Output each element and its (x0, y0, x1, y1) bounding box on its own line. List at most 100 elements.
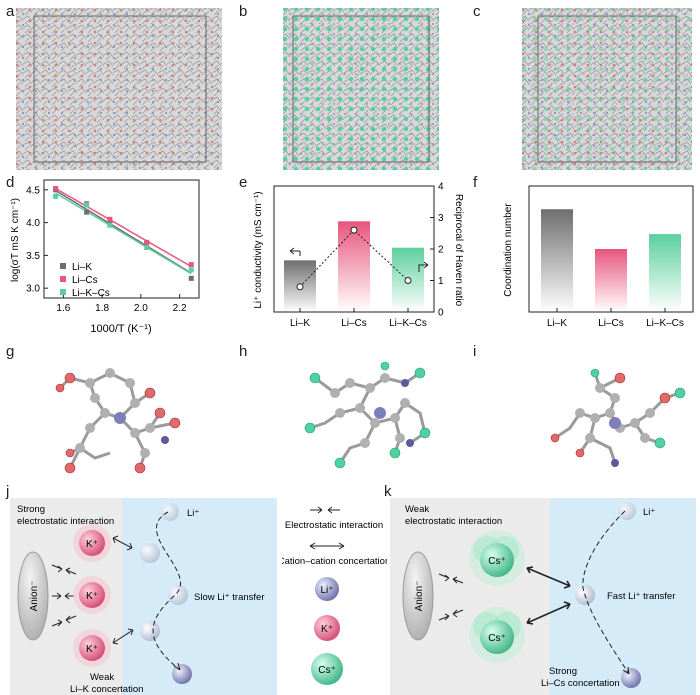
x-tick-label: 2.0 (134, 303, 148, 314)
category-label: Li–K (290, 318, 310, 329)
schematic-k: Weak electrostatic interaction Anion⁻ Cs… (390, 498, 696, 695)
y-tick-label: 3.0 (26, 284, 40, 295)
legend-label: Li–K–Cs (72, 288, 110, 299)
k-title-line1: Weak (405, 504, 429, 515)
legend-cation: Cation–cation concertation (282, 556, 387, 567)
y-axis-label: log(σT mS K cm⁻¹) (10, 198, 21, 282)
chart-e: 0 1 2 3 4 Li–K Li–Cs Li–K–Cs Li⁺ conductivity … (253, 182, 464, 330)
solvation-structure-g (55, 368, 181, 474)
y-tick-label: 4.5 (26, 185, 40, 196)
li-label: Li⁺ (643, 507, 655, 518)
anion-label: Anion⁻ (29, 581, 40, 612)
x-tick-label: 2.2 (173, 303, 187, 314)
k-bottom-line2: Li–Cs concertation (541, 678, 620, 689)
data-point (144, 245, 150, 251)
haven-point (350, 226, 358, 234)
panel-label-d: d (6, 174, 15, 191)
plot-frame (43, 179, 200, 299)
md-snapshot-b (283, 8, 439, 170)
li-legend-ball (315, 577, 339, 601)
haven-point (296, 283, 304, 291)
k-transfer-text: Fast Li⁺ transfer (607, 591, 675, 602)
chart-d: 1.6 1.8 2.0 2.2 3.0 3.5 4.0 4.5 Li–K Li–Cs Li–K–C… (10, 179, 200, 335)
fit-line (55, 189, 192, 274)
cs-ion-group (469, 530, 525, 663)
data-point (84, 209, 90, 215)
k-ion-group (73, 524, 111, 667)
data-point (188, 267, 194, 273)
li-atom (114, 412, 126, 424)
panel-label-g: g (6, 343, 15, 360)
solvation-structure-i (550, 368, 686, 467)
data-point (107, 216, 113, 222)
li-ion (621, 668, 641, 688)
category-label: Li–K–Cs (389, 318, 427, 329)
panel-label-b: b (239, 3, 248, 20)
left-axis-arrow (289, 247, 301, 256)
j-bottom-line1: Weak (90, 672, 114, 683)
k-ion-label: K⁺ (86, 539, 98, 550)
k-bottom-line1: Strong (549, 666, 577, 677)
legend-swatch (60, 263, 66, 269)
data-point (53, 193, 59, 199)
haven-point (404, 277, 412, 284)
chart-f: Li–K Li–Cs Li–K–Cs Coordination number (503, 185, 694, 329)
solvation-structure-h (304, 361, 431, 469)
fit-line (55, 192, 192, 275)
y2-tick-label: 0 (438, 308, 444, 319)
panel-label-c: c (473, 3, 481, 20)
bar (595, 249, 627, 312)
k-legend-ball (314, 615, 340, 641)
x-tick-label: 1.6 (56, 303, 70, 314)
j-title-line2: electrostatic interaction (17, 516, 114, 527)
category-label: Li–K–Cs (646, 318, 684, 329)
data-point (144, 239, 150, 245)
category-label: Li–Cs (598, 318, 624, 329)
anion-label: Anion⁻ (414, 581, 425, 612)
li-label: Li⁺ (187, 508, 199, 519)
y-axis-label: Li⁺ conductivity (mS cm⁻¹) (253, 191, 264, 308)
md-snapshot-a (16, 8, 222, 170)
legend-swatch (60, 289, 66, 295)
x-axis-label: 1000/T (K⁻¹) (90, 323, 151, 335)
panel-label-h: h (239, 343, 248, 360)
fit-line (55, 187, 192, 268)
electrostatic-icon (310, 506, 340, 514)
cs-legend-ball (311, 653, 343, 685)
anion (402, 551, 434, 641)
legend-swatch (60, 276, 66, 282)
x-tick-label: 1.8 (95, 303, 109, 314)
schematic-j: Strong electrostatic interaction Anion⁻ … (10, 498, 277, 695)
y2-tick-label: 4 (438, 182, 444, 193)
category-label: Li–Cs (341, 318, 367, 329)
concertation-icon (309, 542, 345, 550)
y-tick-label: 3.5 (26, 251, 40, 262)
y2-tick-label: 2 (438, 245, 444, 256)
y-axis-label: Coordination number (503, 203, 514, 297)
legend-li: Li⁺ (320, 585, 333, 596)
bar (338, 221, 370, 312)
j-title-line1: Strong (17, 504, 45, 515)
y2-tick-label: 1 (438, 276, 444, 287)
bar (541, 209, 573, 312)
cs-ion-label: Cs⁺ (488, 556, 506, 567)
j-bottom-line2: Li–K concertation (70, 684, 143, 695)
anion (17, 551, 49, 641)
data-point (188, 262, 194, 268)
md-snapshot-c (522, 8, 692, 170)
legend-k: K⁺ (321, 624, 333, 635)
li-ion (172, 664, 192, 684)
y-tick-label: 4.0 (26, 218, 40, 229)
k-ion-label: K⁺ (86, 591, 98, 602)
data-point (188, 275, 194, 281)
category-label: Li–K (547, 318, 567, 329)
legend-label: Li–Cs (72, 275, 98, 286)
legend-label: Li–K (72, 262, 92, 273)
panel-label-a: a (6, 3, 15, 20)
right-axis-arrow (418, 261, 429, 272)
y2-tick-label: 3 (438, 213, 444, 224)
panel-label-j: j (6, 483, 10, 500)
panel-label-k: k (384, 483, 392, 500)
legend-electrostatic: Electrostatic interaction (285, 520, 383, 531)
panel-label-e: e (239, 174, 248, 191)
